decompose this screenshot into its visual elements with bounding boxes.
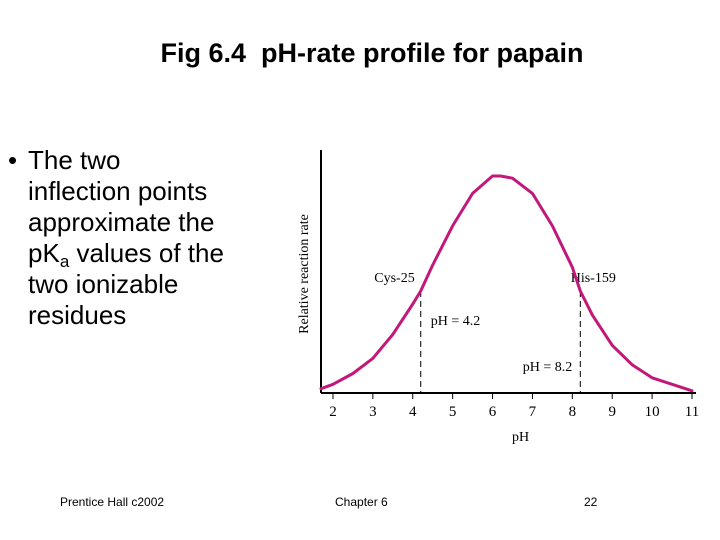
- slide-title: Fig 6.4 pH-rate profile for papain: [160, 38, 584, 68]
- x-axis-label: pH: [512, 430, 529, 445]
- residue-label: Cys-25: [374, 271, 414, 286]
- bullet-line: The two: [28, 145, 121, 175]
- ph-rate-chart: 2 3 4 5 6 7 8 9 10 11 pH = 4.2 Cys-25 pH = 8.2 His-1…: [297, 150, 699, 445]
- x-tick-label: 3: [369, 404, 377, 420]
- x-tick-label: 5: [449, 404, 457, 420]
- bullet-line-pka: pKa values of the: [8, 238, 270, 271]
- footer-page-number: 22: [584, 495, 598, 509]
- inflection-markers: pH = 4.2 Cys-25 pH = 8.2 His-159: [374, 271, 616, 393]
- x-tick-label: 7: [529, 404, 537, 420]
- inflection-ph-label: pH = 4.2: [431, 314, 481, 329]
- bullet-line: residues: [28, 300, 127, 330]
- pka-suffix: values of the: [69, 238, 224, 268]
- residue-label: His-159: [571, 271, 616, 286]
- x-tick-label: 11: [685, 404, 699, 420]
- bullet-marker: •: [8, 145, 18, 175]
- series-layer: [319, 174, 694, 393]
- rate-curve: [319, 174, 694, 393]
- y-axis-label: Relative reaction rate: [297, 214, 312, 334]
- bullet-line: inflection points: [28, 176, 208, 206]
- bullet-text: • The two inflection points approximate …: [8, 145, 270, 331]
- x-ticks: 2 3 4 5 6 7 8 9 10 11: [329, 393, 699, 420]
- x-tick-label: 8: [569, 404, 577, 420]
- bullet-line: two ionizable: [28, 269, 179, 299]
- pka-prefix: pK: [28, 238, 60, 268]
- x-tick-label: 6: [489, 404, 497, 420]
- footer-publisher: Prentice Hall c2002: [60, 495, 165, 509]
- x-tick-label: 4: [409, 404, 417, 420]
- x-tick-label: 2: [329, 404, 337, 420]
- inflection-ph-label: pH = 8.2: [523, 360, 573, 375]
- footer-chapter: Chapter 6: [335, 495, 388, 509]
- x-tick-label: 9: [608, 404, 616, 420]
- bullet-line: approximate the: [28, 207, 215, 237]
- x-tick-label: 10: [645, 404, 660, 420]
- chart-axes: [320, 150, 696, 394]
- pka-subscript: a: [59, 252, 70, 271]
